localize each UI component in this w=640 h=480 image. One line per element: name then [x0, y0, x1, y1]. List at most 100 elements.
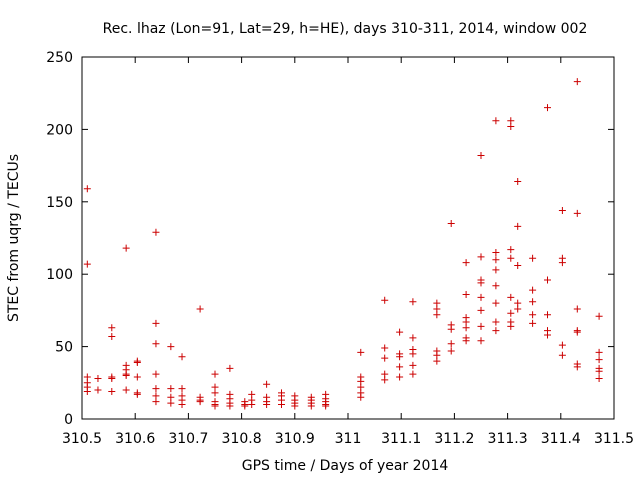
data-point: [544, 331, 551, 339]
data-point: [544, 104, 551, 112]
data-point: [507, 246, 515, 254]
data-point: [108, 324, 116, 332]
data-point: [322, 402, 330, 410]
data-point: [477, 322, 485, 330]
data-point: [529, 254, 537, 262]
y-tick-label: 0: [64, 412, 73, 428]
data-point: [492, 117, 500, 125]
data-point: [122, 244, 130, 252]
data-point: [226, 364, 234, 372]
y-axis: 0 50 100 150 200 250: [46, 50, 614, 428]
data-point: [409, 298, 417, 306]
data-point: [514, 305, 522, 313]
data-point: [108, 387, 116, 395]
data-point: [83, 387, 91, 395]
data-point: [396, 373, 404, 381]
data-point: [152, 340, 160, 348]
x-axis: 310.5 310.6 310.7 310.8 310.9 311 311.1 311.2 31…: [62, 57, 634, 447]
x-tick-label: 310.7: [168, 431, 208, 447]
data-point: [381, 376, 389, 384]
data-point: [211, 389, 219, 397]
y-tick-label: 50: [55, 340, 73, 356]
data-point: [595, 367, 603, 375]
data-point: [396, 328, 404, 336]
data-point: [357, 348, 365, 356]
data-points: [83, 78, 603, 410]
data-point: [196, 305, 204, 313]
data-point: [573, 363, 581, 371]
data-point: [167, 343, 175, 351]
data-point: [167, 399, 175, 407]
data-point: [178, 401, 186, 409]
y-axis-label: STEC from uqrg / TECUs: [6, 154, 22, 322]
data-point: [94, 386, 102, 394]
data-point: [152, 370, 160, 378]
data-point: [544, 276, 551, 284]
data-point: [447, 340, 455, 348]
data-point: [595, 348, 603, 356]
data-point: [573, 209, 581, 217]
data-point: [381, 296, 389, 304]
data-point: [263, 401, 271, 409]
data-point: [529, 286, 537, 294]
data-point: [477, 151, 485, 159]
data-point: [462, 324, 470, 332]
data-point: [447, 220, 455, 228]
data-point: [178, 385, 186, 393]
data-point: [573, 78, 581, 86]
data-point: [211, 402, 219, 410]
data-point: [409, 334, 417, 342]
data-point: [291, 402, 299, 410]
data-point: [83, 260, 91, 268]
data-point: [462, 290, 470, 298]
data-point: [409, 370, 417, 378]
data-point: [122, 386, 130, 394]
y-tick-label: 250: [46, 50, 73, 66]
data-point: [492, 256, 500, 264]
data-point: [492, 266, 500, 274]
data-point: [462, 259, 470, 267]
y-tick-label: 200: [46, 122, 73, 138]
data-point: [94, 374, 102, 382]
data-point: [133, 359, 141, 367]
data-point: [558, 259, 566, 267]
data-point: [477, 253, 485, 261]
data-point: [108, 374, 116, 382]
data-point: [529, 298, 537, 306]
chart-title: Rec. lhaz (Lon=91, Lat=29, h=HE), days 3…: [103, 21, 588, 37]
plot-frame: [81, 56, 615, 420]
y-tick-label: 100: [46, 267, 73, 283]
data-point: [409, 361, 417, 369]
data-point: [507, 254, 515, 262]
data-point: [477, 279, 485, 287]
data-point: [477, 306, 485, 314]
data-point: [514, 222, 522, 230]
data-point: [108, 332, 116, 340]
data-point: [152, 385, 160, 393]
x-tick-label: 311.4: [541, 431, 581, 447]
data-point: [492, 299, 500, 307]
data-point: [507, 293, 515, 301]
data-point: [248, 401, 256, 409]
data-point: [433, 311, 441, 319]
data-point: [529, 319, 537, 327]
data-point: [492, 248, 500, 256]
data-point: [573, 305, 581, 313]
data-point: [152, 398, 160, 406]
data-point: [595, 312, 603, 320]
data-point: [167, 385, 175, 393]
data-point: [447, 347, 455, 355]
x-tick-label: 311.2: [434, 431, 474, 447]
data-point: [558, 206, 566, 214]
data-point: [152, 319, 160, 327]
data-point: [514, 178, 522, 186]
data-point: [558, 351, 566, 359]
x-tick-label: 310.8: [222, 431, 262, 447]
data-point: [492, 282, 500, 290]
data-point: [178, 353, 186, 361]
data-point: [477, 337, 485, 345]
x-axis-label: GPS time / Days of year 2014: [242, 458, 449, 474]
data-point: [307, 402, 315, 410]
data-point: [558, 341, 566, 349]
data-point: [241, 402, 249, 410]
